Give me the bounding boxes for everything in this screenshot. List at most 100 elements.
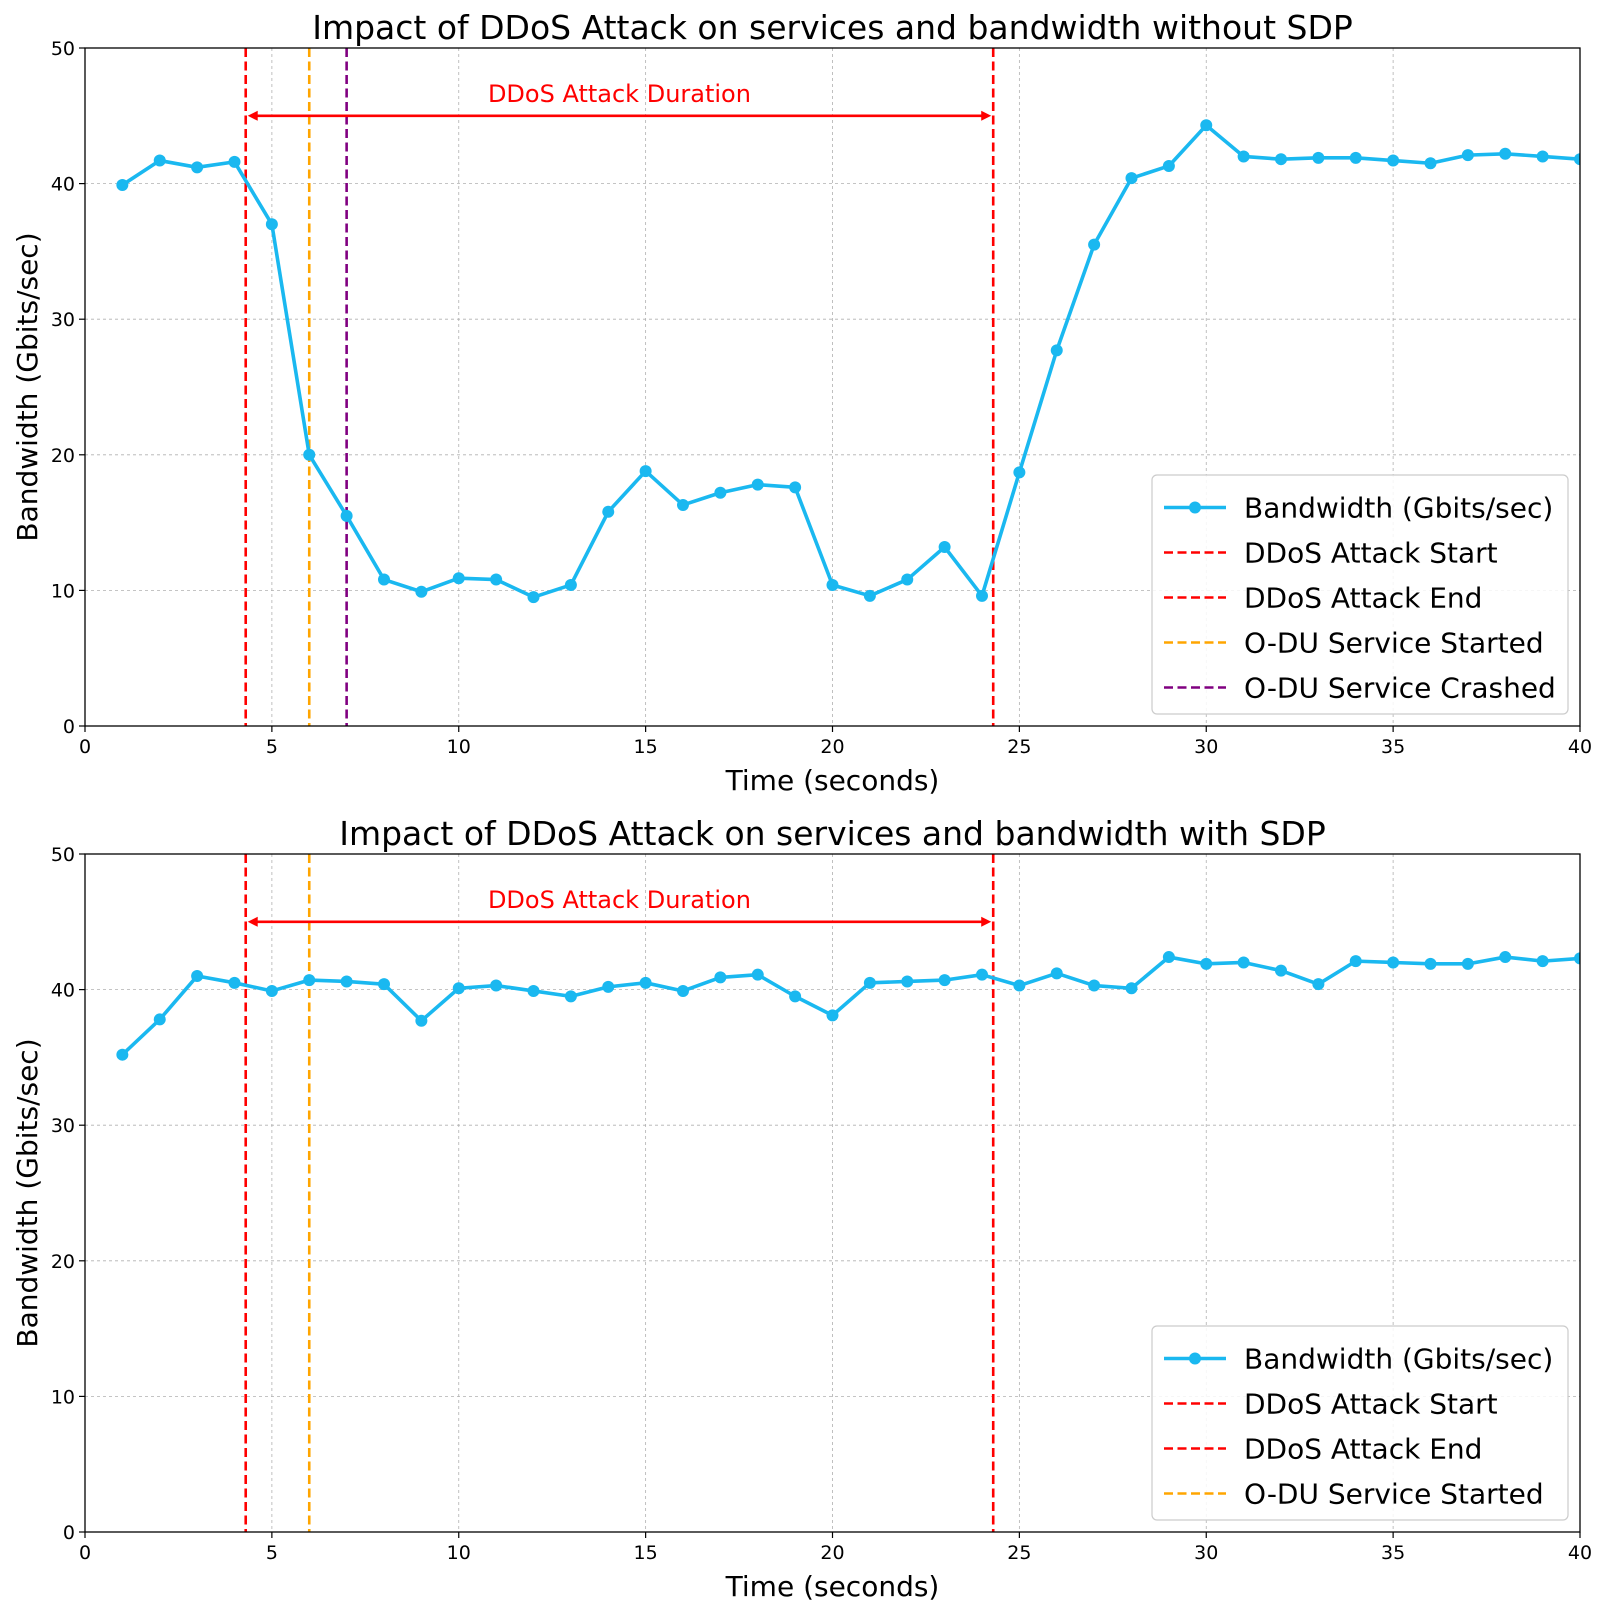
data-point [1275,964,1287,977]
data-point [677,984,689,997]
x-tick-label: 5 [266,1542,278,1564]
data-point [1125,172,1138,185]
x-tick-label: 5 [266,736,278,758]
y-tick-label: 30 [51,1115,75,1137]
axes-frame [84,853,1581,1533]
legend-entry: DDoS Attack Start [1164,537,1498,570]
data-point [1424,157,1437,170]
data-point [1200,957,1213,970]
data-point [602,980,615,993]
x-axis-label: Time (seconds) [725,764,940,797]
duration-arrow-head-left [247,916,258,927]
x-tick-label: 15 [634,1542,658,1564]
y-tick-label: 10 [51,580,75,602]
x-tick-label: 10 [447,1542,471,1564]
data-point [976,589,988,602]
data-point [1275,153,1287,166]
legend-label: O-DU Service Started [1244,1478,1544,1511]
legend: Bandwidth (Gbits/sec) DDoS Attack Start DD… [1151,474,1569,715]
data-point [1050,344,1063,357]
x-tick-label: 15 [634,736,658,758]
data-point [1088,979,1101,992]
data-point [1424,957,1437,970]
data-point [1237,956,1250,969]
data-point [1050,967,1063,980]
legend-label: DDoS Attack Start [1244,1388,1498,1421]
legend-entry: DDoS Attack End [1164,1433,1482,1466]
data-point [191,970,204,983]
data-point [191,161,204,174]
legend-label: O-DU Service Crashed [1244,672,1556,705]
data-point [527,984,540,997]
legend-entry: O-DU Service Started [1164,1478,1544,1511]
x-axis-label: Time (seconds) [725,1570,940,1600]
y-tick-label: 20 [51,1251,75,1273]
data-point [378,978,390,991]
data-point [1499,147,1512,160]
data-point [1312,151,1325,164]
legend-label: O-DU Service Started [1244,627,1544,660]
x-tick-label: 20 [820,736,844,758]
legend-entry: O-DU Service Started [1164,627,1544,660]
y-tick-label: 20 [51,445,75,467]
data-point [303,448,316,461]
legend-entry: Bandwidth (Gbits/sec) [1164,1343,1553,1376]
y-tick-label: 0 [63,716,75,738]
data-point [1013,979,1026,992]
subplot-1: 0 5 10 15 20 25 30 35 40 0 10 20 30 40 50 DDoS Attack D… [11,8,1592,797]
x-tick-label: 30 [1194,1542,1218,1564]
data-point [789,481,802,494]
data-point [677,498,689,511]
data-point [1162,951,1175,964]
data-point [490,573,503,586]
data-point [1088,238,1101,251]
data-point [415,1014,428,1027]
data-point [153,1013,166,1026]
series-line [120,123,1580,599]
subplot-2: 0 5 10 15 20 25 30 35 40 0 10 20 30 40 50 DDoS Attack D… [11,814,1592,1600]
data-point [639,465,652,478]
y-axis-label: Bandwidth (Gbits/sec) [11,232,44,541]
legend-entry: DDoS Attack End [1164,582,1482,615]
data-point [1237,150,1250,163]
data-point [863,976,876,989]
data-point [751,478,764,491]
data-point [863,589,876,602]
data-point [1312,978,1325,991]
legend-entry: Bandwidth (Gbits/sec) [1164,492,1553,525]
legend-marker [1189,501,1201,514]
legend: Bandwidth (Gbits/sec) DDoS Attack Start DD… [1151,1325,1569,1521]
duration-arrow-head-left [247,110,258,121]
data-point [1387,154,1400,167]
data-point [452,982,465,995]
x-tick-label: 40 [1568,736,1592,758]
data-point [938,541,951,554]
series-line [120,955,1580,1057]
data-point [714,971,727,984]
axes-frame [84,47,1581,727]
legend-label: Bandwidth (Gbits/sec) [1244,1343,1553,1376]
legend-label: Bandwidth (Gbits/sec) [1244,492,1553,525]
data-point [1125,982,1138,995]
legend-box [1151,1325,1569,1521]
data-point [1461,149,1474,162]
data-point [1162,159,1175,172]
data-point [153,154,166,167]
data-point [378,573,390,586]
x-tick-label: 20 [820,1542,844,1564]
data-point [901,975,914,988]
data-point [714,486,727,499]
legend-box [1151,474,1569,715]
series-1 [116,951,1580,1061]
data-point [826,1009,839,1022]
legend-label: DDoS Attack Start [1244,537,1498,570]
data-point [490,979,503,992]
data-point [1574,952,1580,965]
data-point [564,578,577,591]
data-point [602,505,615,518]
data-point [116,178,129,191]
x-tick-label: 40 [1568,1542,1592,1564]
data-point [826,578,839,591]
chart-title: Impact of DDoS Attack on services and ba… [339,814,1326,853]
